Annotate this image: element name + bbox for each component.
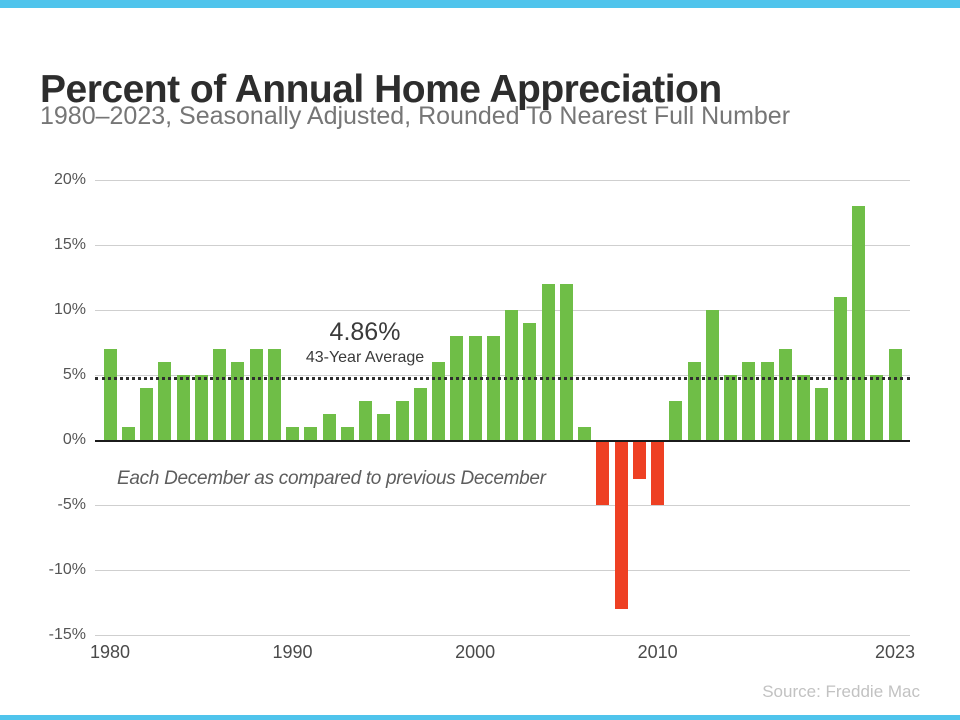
bar-2002 (505, 310, 519, 440)
average-annotation: 4.86% 43-Year Average (275, 318, 455, 367)
x-axis-tick-label: 1990 (272, 642, 313, 662)
y-axis-tick-label: -10% (48, 561, 86, 578)
bar-2010 (651, 440, 665, 505)
bar-2014 (724, 375, 738, 440)
bar-2003 (523, 323, 537, 440)
zero-axis-line (95, 440, 910, 442)
bar-1992 (322, 414, 336, 440)
bar-2019 (815, 388, 829, 440)
bar-1988 (249, 349, 263, 440)
bar-1982 (140, 388, 153, 440)
bar-2017 (778, 349, 792, 440)
x-axis-tick-label: 1980 (89, 642, 131, 662)
bar-2004 (541, 284, 555, 440)
page-title: Percent of Annual Home Appreciation (40, 68, 722, 112)
y-axis-tick-label: 5% (62, 366, 86, 383)
bar-1981 (121, 427, 135, 440)
bar-2020 (833, 297, 847, 440)
source-credit: Source: Freddie Mac (762, 682, 920, 701)
bar-2013 (705, 310, 719, 440)
average-value-label: 4.86% (329, 318, 401, 346)
x-axis-tick-label: 2010 (637, 642, 678, 662)
average-caption-label: 43-Year Average (305, 349, 425, 366)
bar-2005 (559, 284, 573, 440)
gridline (95, 375, 910, 376)
bar-1998 (432, 362, 446, 440)
bar-2012 (687, 362, 701, 440)
bar-1993 (340, 427, 354, 440)
gridline (95, 505, 910, 506)
y-axis-tick-label: 15% (53, 236, 86, 253)
bottom-accent-bar (0, 715, 960, 720)
bar-2018 (797, 375, 811, 440)
bar-1989 (267, 349, 281, 440)
y-axis-tick-label: -15% (48, 626, 86, 643)
gridline (95, 635, 910, 636)
gridline (95, 310, 910, 311)
bar-1997 (413, 388, 427, 440)
y-axis-tick-label: 20% (53, 171, 86, 188)
gridline (95, 245, 910, 246)
bar-2009 (632, 440, 646, 479)
y-axis-tick-label: -5% (57, 496, 86, 513)
bar-chart-plot: 4.86% 43-Year Average Each December as c… (90, 180, 915, 662)
bar-2006 (578, 427, 592, 440)
bar-1990 (286, 427, 300, 440)
bar-1994 (359, 401, 373, 440)
bar-2007 (596, 440, 610, 505)
gridline (95, 570, 910, 571)
bar-2011 (669, 401, 683, 440)
y-axis-labels: 20% 15% 10% 5% 0% -5% -10% -15% (20, 171, 86, 643)
bar-2015 (742, 362, 756, 440)
bar-1985 (194, 375, 208, 440)
chart-annotation: Each December as compared to previous De… (117, 468, 546, 489)
y-axis-tick-label: 0% (62, 431, 86, 448)
bar-1995 (377, 414, 391, 440)
x-axis-tick-label: 2000 (455, 642, 496, 662)
bar-1984 (176, 375, 190, 440)
top-accent-bar (0, 0, 960, 8)
bar-2022 (870, 375, 884, 440)
bar-2001 (486, 336, 500, 440)
bar-1996 (395, 401, 409, 440)
bar-2023 (888, 349, 902, 440)
x-axis-tick-label: 2023 (874, 642, 916, 662)
bar-1987 (231, 362, 245, 440)
bar-2000 (468, 336, 482, 440)
bar-2021 (851, 206, 865, 440)
gridline (95, 180, 910, 181)
bar-1999 (450, 336, 464, 440)
bar-1983 (158, 362, 172, 440)
bar-2008 (614, 440, 628, 609)
bar-1986 (213, 349, 227, 440)
average-dotted-line (95, 376, 910, 380)
bar-2016 (760, 362, 774, 440)
bar-1980 (103, 349, 117, 440)
bar-1991 (304, 427, 318, 440)
y-axis-tick-label: 10% (53, 301, 86, 318)
page-subtitle: 1980–2023, Seasonally Adjusted, Rounded … (40, 102, 791, 130)
